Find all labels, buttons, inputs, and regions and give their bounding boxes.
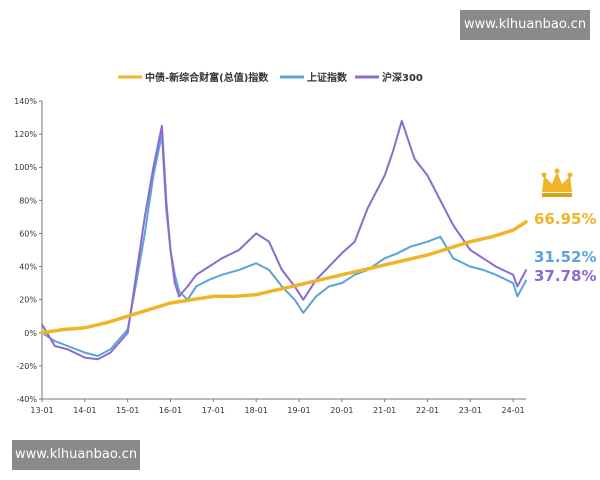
x-tick-label: 14-01	[73, 406, 96, 415]
watermark-top: www.klhuanbao.cn	[460, 10, 590, 40]
x-tick-label: 16-01	[159, 406, 182, 415]
end-label-2: 37.78%	[534, 267, 596, 285]
x-tick-label: 24-01	[502, 406, 525, 415]
end-labels: 66.95% 31.52%37.78%	[534, 210, 596, 285]
series-line-1	[41, 133, 527, 357]
y-tick-label: -40%	[16, 395, 37, 404]
x-tick-label: 23-01	[459, 406, 482, 415]
x-tick-label: 22-01	[416, 406, 439, 415]
x-tick-label: 20-01	[330, 406, 353, 415]
y-tick-label: 60%	[19, 229, 37, 238]
series-line-2	[41, 119, 527, 361]
x-tick-label: 18-01	[245, 406, 268, 415]
chart-axes: -40% -20% 0% 20% 40% 60% 80% 100% 120% 140% 13-01 1…	[14, 97, 526, 415]
crown-icon	[541, 168, 573, 197]
chart-legend: 中债-新综合财富(总值)指数 上证指数 沪深300	[118, 71, 423, 84]
watermark-bottom: www.klhuanbao.cn	[12, 440, 140, 470]
x-tick-label: 21-01	[373, 406, 396, 415]
x-tick-label: 17-01	[202, 406, 225, 415]
y-tick-label: 0%	[24, 329, 37, 338]
x-tick-label: 13-01	[30, 406, 53, 415]
y-tick-label: 40%	[19, 263, 37, 272]
x-tick-label: 15-01	[116, 406, 139, 415]
legend-label-1: 上证指数	[307, 71, 348, 84]
y-tick-label: -20%	[16, 362, 37, 371]
series-line-0	[40, 220, 528, 335]
y-tick-label: 80%	[19, 196, 37, 205]
legend-label-2: 沪深300	[382, 71, 423, 84]
legend-label-0: 中债-新综合财富(总值)指数	[145, 71, 269, 84]
chart-lines	[40, 119, 528, 361]
end-label-0: 66.95%	[534, 210, 596, 228]
y-tick-label: 120%	[14, 130, 37, 139]
x-tick-label: 19-01	[287, 406, 310, 415]
end-label-1: 31.52%	[534, 248, 596, 266]
y-tick-label: 100%	[14, 163, 37, 172]
y-tick-label: 140%	[14, 97, 37, 106]
y-tick-label: 20%	[19, 296, 37, 305]
